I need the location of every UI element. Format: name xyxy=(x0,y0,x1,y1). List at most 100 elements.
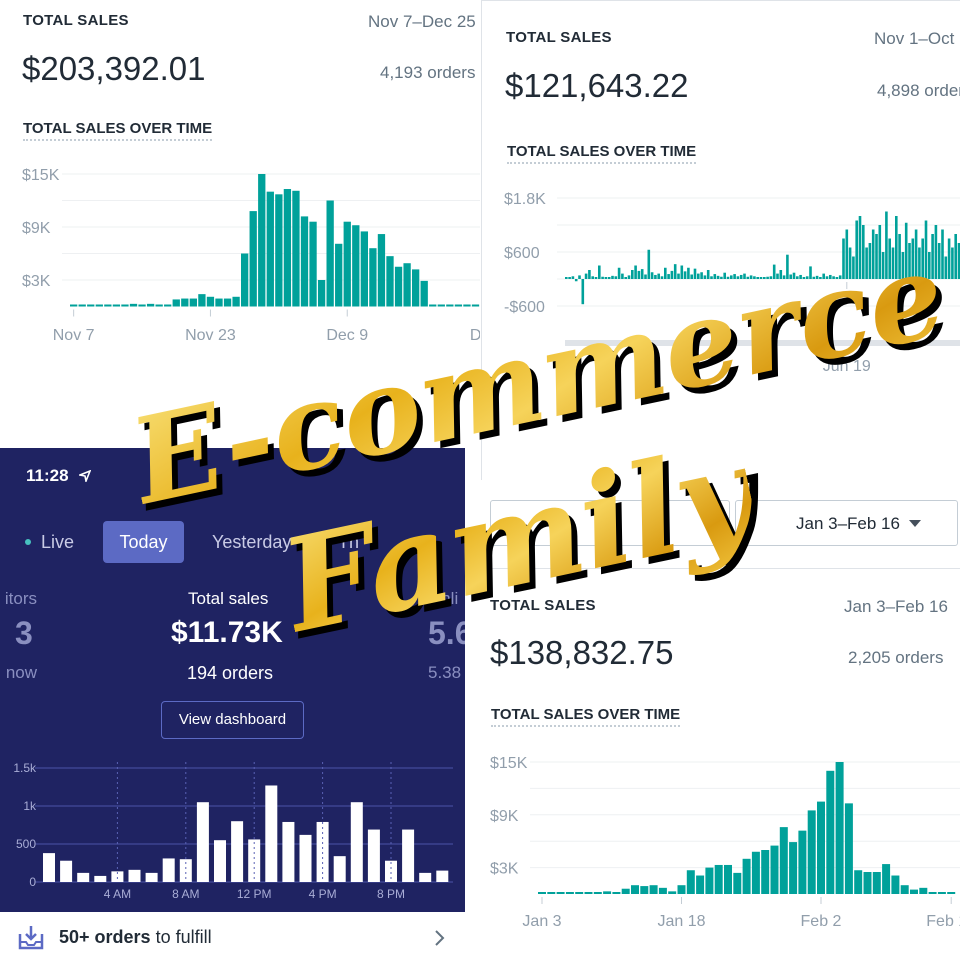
bar xyxy=(855,220,858,279)
total-sales-label: TOTAL SALES xyxy=(506,29,612,46)
x-tick-label: Feb 2 xyxy=(801,913,842,930)
y-tick-label: 1.5k xyxy=(13,761,37,775)
bar xyxy=(350,802,363,882)
bar xyxy=(317,280,326,307)
x-tick-label: Nov 23 xyxy=(185,327,236,344)
bar xyxy=(266,191,274,307)
bar xyxy=(809,266,812,279)
orders-to-fulfill-row[interactable]: 50+ orders to fulfill xyxy=(0,912,465,960)
tab-today[interactable]: Today xyxy=(103,521,184,563)
bar xyxy=(792,272,796,279)
bar xyxy=(335,243,343,307)
date-picker[interactable]: Jan 3–Feb 16 xyxy=(735,500,958,546)
bar xyxy=(779,827,788,894)
compare-button[interactable] xyxy=(490,500,730,546)
bar xyxy=(696,875,705,894)
bar xyxy=(299,834,312,882)
bar xyxy=(588,270,591,279)
bar xyxy=(189,298,197,307)
orders-count: 194 orders xyxy=(187,663,274,683)
bar xyxy=(683,271,687,279)
bar xyxy=(386,256,394,307)
bar xyxy=(614,276,618,279)
tab-this-week[interactable]: Th xyxy=(338,532,360,552)
bar xyxy=(568,277,571,279)
bar xyxy=(241,253,249,307)
online-label: Onli xyxy=(428,589,459,608)
chart-title[interactable]: TOTAL SALES OVER TIME xyxy=(23,120,213,141)
bar xyxy=(733,274,736,279)
bar xyxy=(654,274,657,279)
bar xyxy=(835,762,844,894)
bar xyxy=(403,263,411,307)
bar xyxy=(437,304,445,307)
bar xyxy=(733,872,742,894)
bar xyxy=(730,275,733,279)
x-tick-label: 8 AM xyxy=(172,887,199,901)
bar xyxy=(621,888,630,894)
bar xyxy=(60,860,73,882)
bar xyxy=(164,304,172,307)
bar xyxy=(918,247,921,279)
bar xyxy=(631,885,639,894)
bar xyxy=(690,274,693,279)
bar xyxy=(565,892,574,894)
bar xyxy=(333,856,346,882)
bar xyxy=(901,252,905,279)
bar xyxy=(463,304,471,307)
live-dot-icon xyxy=(25,539,31,545)
bar xyxy=(686,870,695,894)
bar xyxy=(571,276,575,279)
bar xyxy=(845,229,849,279)
bar xyxy=(756,277,759,279)
bar xyxy=(87,304,95,307)
bar xyxy=(742,858,751,894)
y-tick-label: $15K xyxy=(22,167,60,184)
bar xyxy=(607,277,611,279)
bar xyxy=(668,891,677,894)
bar xyxy=(640,269,644,279)
bar xyxy=(326,200,334,307)
bar xyxy=(954,234,957,279)
bar xyxy=(789,274,792,279)
bar xyxy=(538,892,546,894)
divider xyxy=(480,568,960,569)
bar xyxy=(658,887,667,894)
bar xyxy=(634,265,637,279)
bar xyxy=(749,275,753,279)
bar xyxy=(677,885,686,894)
bar xyxy=(647,249,651,279)
bar xyxy=(680,265,684,279)
bar xyxy=(910,889,918,894)
chart-title[interactable]: TOTAL SALES OVER TIME xyxy=(507,143,697,164)
bar xyxy=(885,211,888,279)
bar xyxy=(944,256,948,279)
bar xyxy=(578,275,581,279)
view-dashboard-button[interactable]: View dashboard xyxy=(161,701,304,739)
bar xyxy=(300,216,309,307)
total-sales-amount: $203,392.01 xyxy=(22,50,206,87)
date-range: Nov 7–Dec 25 xyxy=(368,12,476,31)
bar xyxy=(640,886,649,894)
bar xyxy=(155,304,163,307)
bar xyxy=(603,891,612,894)
bar xyxy=(769,276,773,279)
tab-live[interactable]: Live xyxy=(41,532,75,552)
bar xyxy=(789,842,798,894)
y-tick-label: 0 xyxy=(29,875,36,889)
bar xyxy=(947,238,951,279)
bar xyxy=(713,274,717,279)
chart-range-scrollbar[interactable] xyxy=(565,340,960,346)
x-tick-label: Feb 16 xyxy=(926,913,960,930)
x-tick-label: 12 PM xyxy=(237,887,272,901)
bar xyxy=(649,885,658,894)
x-tick-label: 4 AM xyxy=(104,887,131,901)
view-dashboard-label: View dashboard xyxy=(178,711,287,728)
y-tick-label: $9K xyxy=(490,808,519,825)
chart-title[interactable]: TOTAL SALES OVER TIME xyxy=(491,706,681,727)
bar xyxy=(832,276,835,279)
bar xyxy=(104,304,112,307)
bar xyxy=(446,304,454,307)
tab-yesterday[interactable]: Yesterday xyxy=(212,532,292,552)
date-range: Nov 1–Oct xyxy=(874,29,955,48)
